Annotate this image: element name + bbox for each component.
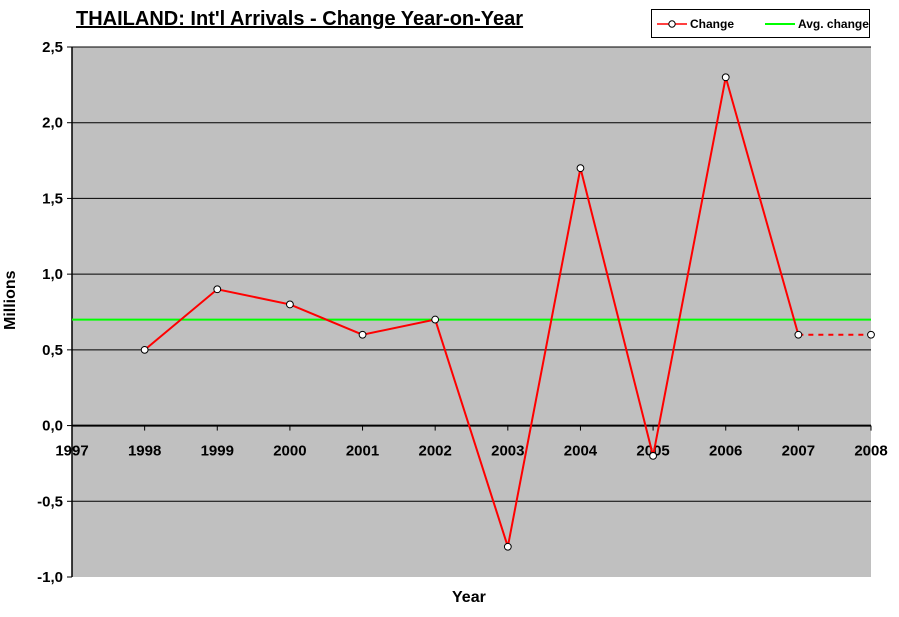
change-data-point <box>794 330 803 339</box>
change-data-point <box>576 164 585 173</box>
change-data-point <box>649 451 657 460</box>
series-layer <box>72 73 875 551</box>
x-tick-label: 2000 <box>273 443 306 460</box>
x-tick-label: 2002 <box>418 443 451 460</box>
y-axis-title: Millions <box>2 270 19 330</box>
y-tick-label: 0,0 <box>42 418 63 435</box>
y-tick-label: -0,5 <box>37 493 63 510</box>
x-tick-label: 2001 <box>346 443 379 460</box>
change-data-point <box>140 345 149 354</box>
x-tick-label: 1998 <box>128 443 161 460</box>
change-data-point <box>721 73 730 82</box>
chart-title: THAILAND: Int'l Arrivals - Change Year-o… <box>76 8 524 30</box>
y-tick-label: 1,5 <box>42 190 63 207</box>
x-tick-labels: 1997 1998 1999 2000 2001 2002 2003 2004 2005 2006… <box>55 443 887 460</box>
change-data-point <box>213 285 222 294</box>
legend: Change Avg. change <box>651 9 870 38</box>
x-tick-label: 1997 <box>55 443 88 460</box>
y-tick-label: 1,0 <box>42 266 63 283</box>
y-tick-label: 0,5 <box>42 342 63 359</box>
legend-label-avg-change: Avg. change <box>798 17 869 31</box>
change-data-point <box>358 330 367 339</box>
y-tick-label: -1,0 <box>37 569 63 586</box>
x-tick-label: 2006 <box>709 443 742 460</box>
gridlines <box>72 46 871 502</box>
legend-swatch-avg-change <box>765 23 795 25</box>
change-line <box>143 77 800 548</box>
axes <box>67 46 872 578</box>
change-data-point <box>867 330 875 339</box>
x-tick-label: 2004 <box>564 443 598 460</box>
x-tick-label: 1999 <box>201 443 234 460</box>
legend-swatch-change <box>657 20 687 28</box>
y-tick-labels: 2,5 2,0 1,5 1,0 0,5 0,0 -0,5 -1,0 <box>37 39 63 586</box>
change-data-point <box>503 542 512 551</box>
x-tick-label: 2007 <box>782 443 815 460</box>
change-data-point <box>286 300 294 309</box>
legend-label-change: Change <box>690 17 735 31</box>
x-axis-title: Year <box>452 589 486 606</box>
y-tick-label: 2,5 <box>42 39 63 56</box>
y-tick-label: 2,0 <box>42 115 63 132</box>
change-data-point <box>431 315 440 324</box>
x-tick-label: 2003 <box>491 443 524 460</box>
x-tick-label: 2008 <box>854 443 887 460</box>
plot-area <box>72 47 871 577</box>
